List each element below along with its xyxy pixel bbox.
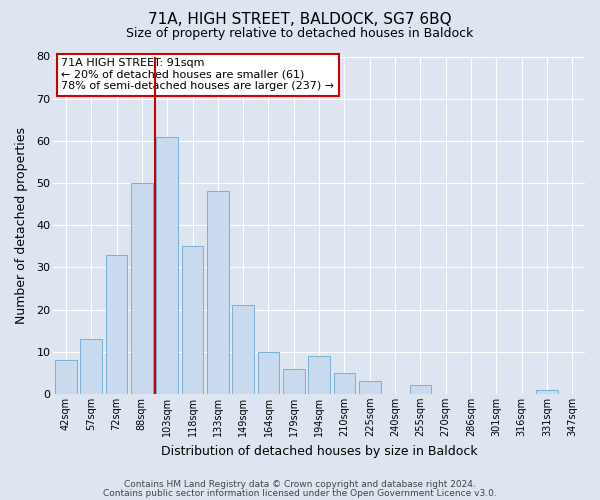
Text: Size of property relative to detached houses in Baldock: Size of property relative to detached ho… [127,28,473,40]
Bar [207,192,229,394]
Bar [232,306,254,394]
Bar [283,368,305,394]
Bar [157,136,178,394]
Text: 71A HIGH STREET: 91sqm
← 20% of detached houses are smaller (61)
78% of semi-det: 71A HIGH STREET: 91sqm ← 20% of detached… [61,58,334,92]
Bar [410,386,431,394]
X-axis label: Distribution of detached houses by size in Baldock: Distribution of detached houses by size … [161,444,478,458]
Bar [359,381,380,394]
Bar [258,352,279,394]
Text: Contains HM Land Registry data © Crown copyright and database right 2024.: Contains HM Land Registry data © Crown c… [124,480,476,489]
Bar [55,360,77,394]
Text: 71A, HIGH STREET, BALDOCK, SG7 6BQ: 71A, HIGH STREET, BALDOCK, SG7 6BQ [148,12,452,28]
Bar [308,356,330,394]
Bar [131,183,152,394]
Y-axis label: Number of detached properties: Number of detached properties [15,126,28,324]
Bar [182,246,203,394]
Text: Contains public sector information licensed under the Open Government Licence v3: Contains public sector information licen… [103,488,497,498]
Bar [106,254,127,394]
Bar [536,390,558,394]
Bar [334,373,355,394]
Bar [80,339,102,394]
